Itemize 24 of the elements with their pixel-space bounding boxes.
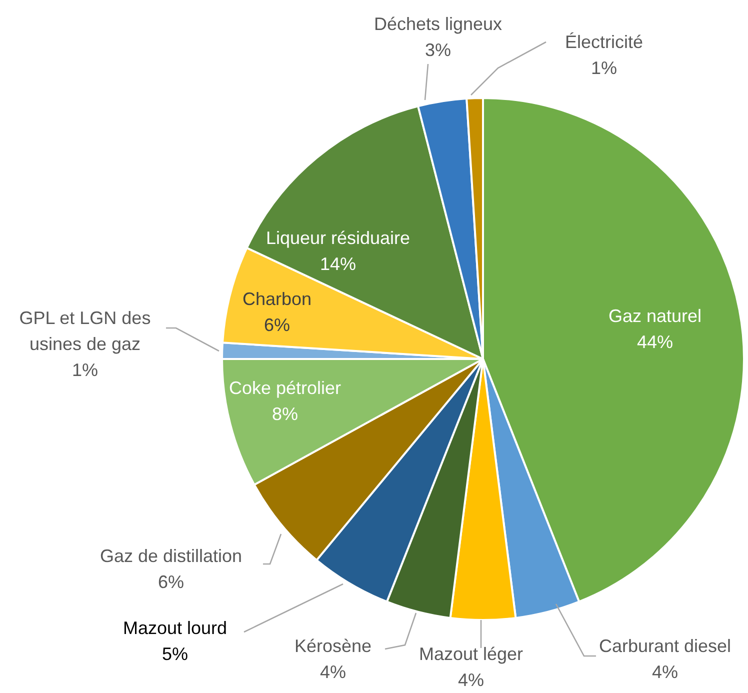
slice-label: Coke pétrolier <box>228 378 342 398</box>
slice-label: Liqueur résiduaire <box>266 228 410 248</box>
slice-label: Gaz naturel <box>608 306 702 326</box>
slice-label: Mazout léger <box>418 644 524 664</box>
slice-label: Carburant diesel <box>598 636 732 656</box>
slice-label: Charbon <box>242 288 312 309</box>
data-label: 1% <box>72 360 98 380</box>
data-label: 4% <box>458 670 484 690</box>
data-label: 4% <box>320 662 346 682</box>
slice-label: Kérosène <box>294 636 372 656</box>
slice-label: Déchets ligneux <box>374 14 502 34</box>
slice-label: Mazout lourd <box>122 618 228 638</box>
data-label: 5% <box>162 644 188 664</box>
data-label: 1% <box>590 58 618 78</box>
data-label: 3% <box>424 40 452 60</box>
data-label: 6% <box>264 314 290 335</box>
slice-label: Électricité <box>564 32 644 52</box>
slice-label: Gaz de distillation <box>100 546 242 566</box>
slice-label: GPL et LGN des usines de gaz <box>19 308 151 354</box>
data-label: 14% <box>320 254 356 274</box>
data-label: 6% <box>158 572 184 592</box>
data-label: 4% <box>652 662 678 682</box>
data-label: 8% <box>272 404 298 424</box>
data-label: 44% <box>636 332 674 352</box>
